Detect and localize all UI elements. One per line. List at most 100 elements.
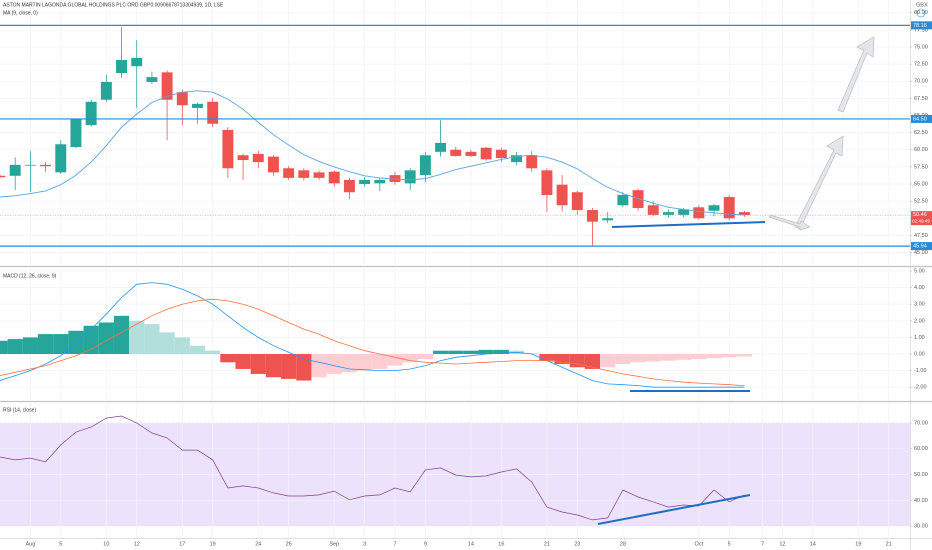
candle-body <box>0 175 6 178</box>
y-tick-label: 50.00 <box>914 472 928 478</box>
y-tick-label: 3.00 <box>914 302 925 308</box>
x-tick-label: 26 <box>286 541 292 547</box>
y-tick-label: 2.00 <box>914 318 925 324</box>
histogram-bar <box>584 354 601 369</box>
candle-body <box>222 129 234 169</box>
histogram-bar <box>706 354 722 359</box>
candle-body <box>359 179 371 185</box>
candle-body <box>131 57 143 67</box>
candle-body <box>617 194 629 206</box>
histogram-bar <box>144 324 160 355</box>
level-tag <box>911 114 932 123</box>
trend-line <box>597 494 751 525</box>
x-tick-label: 23 <box>574 541 580 547</box>
candle-body <box>602 218 614 221</box>
candle-body <box>693 207 705 219</box>
y-tick-label: 70.00 <box>914 79 928 85</box>
histogram-bar <box>721 354 737 358</box>
x-tick-label: 5 <box>59 541 62 547</box>
grid <box>0 0 910 538</box>
x-tick-label: 21 <box>886 541 892 547</box>
histogram-bar <box>326 354 342 374</box>
candle-body <box>587 210 598 222</box>
y-tick-label: 47.50 <box>914 233 928 239</box>
candle-body <box>24 164 36 166</box>
x-tick-label: Oct <box>695 541 704 547</box>
arrow <box>837 36 875 113</box>
histogram-bar <box>205 350 221 355</box>
candle-body <box>541 170 553 195</box>
candle-body <box>343 179 355 193</box>
candle-body <box>267 156 279 173</box>
candle-body <box>374 179 386 184</box>
histogram-bar <box>265 354 282 378</box>
histogram-bar <box>98 322 114 355</box>
rsi-line <box>0 415 745 521</box>
candle-body <box>480 147 492 160</box>
histogram-bar <box>448 350 464 355</box>
macd-line <box>0 282 745 388</box>
histogram-bar <box>432 350 449 355</box>
histogram-bar <box>53 334 69 355</box>
candle-body <box>252 153 264 163</box>
histogram-bar <box>174 337 190 355</box>
candle-body <box>313 172 325 178</box>
y-tick-label: 80.00 <box>914 10 928 16</box>
y-tick-label: 77.50 <box>914 27 928 33</box>
histogram-bar <box>539 354 555 361</box>
level-tag <box>911 21 932 30</box>
y-tick-label: 5.00 <box>914 268 925 274</box>
histogram-bar <box>630 354 646 363</box>
candle-body <box>161 72 173 100</box>
y-tick-label: 1.00 <box>914 335 925 341</box>
candle-body <box>192 103 203 108</box>
histogram-bar <box>281 354 297 379</box>
candle-body <box>526 155 538 169</box>
x-tick-label: 28 <box>620 541 626 547</box>
candle-body <box>116 60 128 74</box>
candle-body <box>237 155 249 161</box>
histogram-bar <box>311 354 327 378</box>
histogram-bar <box>417 354 433 359</box>
histogram-bar <box>402 354 418 363</box>
x-tick-label: 12 <box>779 541 785 547</box>
axis-button[interactable] <box>916 8 926 18</box>
y-tick-label: 52.50 <box>914 199 928 205</box>
histogram-bar <box>159 332 175 355</box>
labels: ASTON MARTIN LAGONDA GLOBAL HOLDINGS PLC… <box>3 2 932 547</box>
candle-body <box>556 184 568 206</box>
histogram-bar <box>645 354 661 362</box>
y-tick-label: 70.00 <box>914 420 928 426</box>
currency: GBX <box>916 2 928 8</box>
last-price-tag <box>911 211 932 226</box>
histogram-bar <box>660 354 677 361</box>
y-tick-label: 67.50 <box>914 96 928 102</box>
drawings <box>597 36 875 525</box>
candle-body <box>738 212 750 216</box>
y-tick-label: -2.00 <box>914 385 927 391</box>
histogram-bar <box>129 320 145 355</box>
candle-body <box>70 118 82 148</box>
symbol-title: ASTON MARTIN LAGONDA GLOBAL HOLDINGS PLC… <box>3 2 224 8</box>
candle-body <box>389 175 401 182</box>
level-label: 45.94 <box>913 244 927 250</box>
x-tick-label: 19 <box>210 541 216 547</box>
y-tick-label: 60.00 <box>914 446 928 452</box>
histogram-bar <box>83 325 99 355</box>
histogram-bar <box>387 354 403 366</box>
histogram-bar <box>600 354 616 368</box>
trend-line <box>611 221 766 228</box>
x-tick-label: 16 <box>498 541 504 547</box>
y-tick-label: 40.00 <box>914 498 928 504</box>
indicator-title: MACD (12, 26, close, 9) <box>3 273 57 279</box>
histogram-bar <box>691 354 707 359</box>
x-tick-label: 12 <box>134 541 140 547</box>
x-tick-label: 21 <box>544 541 550 547</box>
histogram-bar <box>0 340 8 355</box>
histogram-bar <box>524 353 540 355</box>
y-tick-label: 62.50 <box>914 130 928 136</box>
y-tick-label: 45.00 <box>914 250 928 256</box>
histogram-bar <box>341 354 358 373</box>
candle-body <box>632 190 644 208</box>
